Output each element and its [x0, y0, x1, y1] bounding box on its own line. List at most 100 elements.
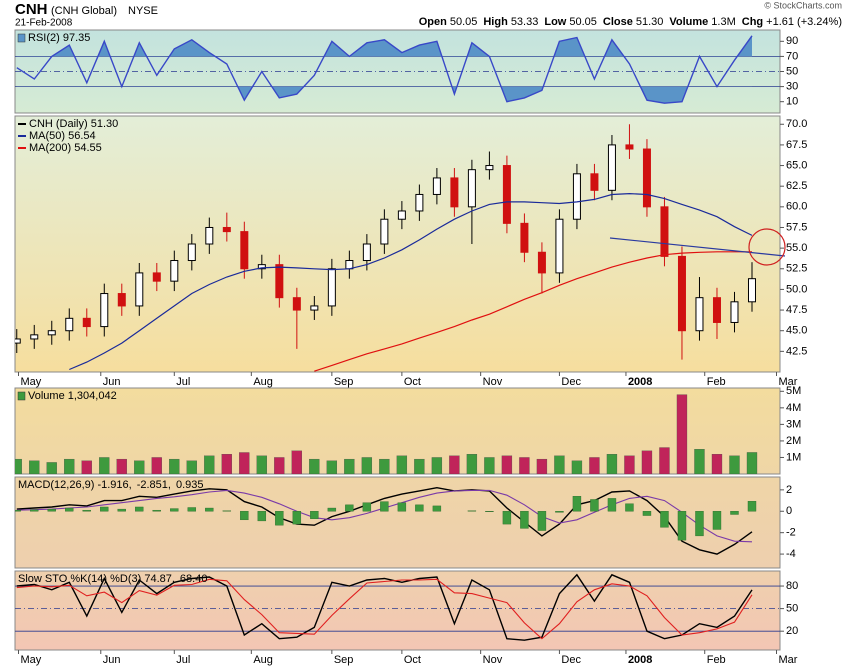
- quote-value: 50.05: [450, 16, 478, 28]
- quote-value: 1.3M: [711, 16, 735, 28]
- panel: 10 30 50 70 90 RSI(2) 97.35: [14, 29, 798, 114]
- volume-bar: [746, 452, 758, 474]
- series-line: [16, 578, 753, 640]
- plot-area: [15, 35, 780, 104]
- candle-body: [380, 218, 389, 245]
- y-tick-label: 70: [786, 50, 798, 62]
- candle-body: [590, 173, 599, 191]
- date: 21-Feb-2008: [15, 18, 73, 29]
- x-tick-label: Nov: [483, 376, 503, 388]
- y-tick-label: 20: [786, 625, 798, 637]
- histogram-bar: [677, 511, 687, 541]
- volume-bar: [414, 458, 425, 474]
- histogram-bar: [397, 502, 407, 512]
- histogram-bar: [485, 511, 494, 512]
- histogram-bar: [187, 507, 197, 512]
- series-line: [16, 35, 753, 104]
- candle-body: [695, 297, 704, 332]
- histogram-bar: [625, 503, 634, 512]
- panel: 20 50 80 May Jun Jul Aug Sep Oct Nov Dec 2008 Feb Mar…: [14, 570, 798, 666]
- histogram-bar: [275, 511, 284, 526]
- volume-bar: [396, 455, 408, 474]
- x-tick-label: Sep: [334, 654, 354, 666]
- candle-body: [135, 272, 144, 307]
- candle-body: [222, 226, 231, 233]
- x-tick-label: 2008: [628, 376, 652, 388]
- histogram-bar: [65, 507, 74, 512]
- overbought-fill: [51, 35, 752, 57]
- histogram-bar: [642, 511, 652, 516]
- histogram-bar: [695, 511, 704, 537]
- volume-bar: [711, 454, 723, 474]
- legend-swatch: [17, 33, 26, 43]
- legend-label: MACD(12,26,9) -1.916,: [18, 479, 132, 491]
- candle-body: [310, 305, 319, 311]
- volume-bar: [169, 458, 180, 474]
- volume-bar: [484, 457, 495, 474]
- candle-body: [100, 293, 109, 328]
- histogram-bar: [100, 506, 109, 512]
- volume-bar: [134, 460, 145, 474]
- candle-body: [537, 251, 546, 274]
- x-tick-label: Nov: [483, 654, 503, 666]
- candle-body: [170, 260, 179, 282]
- candle-body: [677, 255, 686, 332]
- volume-bar: [379, 458, 390, 474]
- candle-body: [397, 210, 406, 220]
- panels: 10 30 50 70 90 RSI(2) 97.35 42.5 45.0 47.5 50.0 52…: [14, 29, 807, 666]
- panel: 1M 2M 3M 4M 5M Volume 1,304,042: [14, 385, 801, 475]
- quote-value: 50.05: [569, 16, 597, 28]
- series-line: [16, 486, 753, 555]
- y-tick-label: 2: [786, 484, 792, 496]
- candle-body: [275, 264, 284, 299]
- candle-body: [660, 206, 669, 257]
- candle-body: [502, 165, 511, 224]
- quote-label: High: [483, 16, 508, 28]
- candle-body: [432, 177, 441, 195]
- x-tick-label: Mar: [778, 654, 797, 666]
- volume-bar: [274, 457, 285, 474]
- histogram-bar: [362, 502, 372, 512]
- candle-body: [117, 293, 126, 307]
- candle-body: [15, 338, 21, 344]
- legend-label: CNH (Daily) 51.30: [29, 118, 118, 130]
- volume-bar: [554, 455, 565, 474]
- volume-bar: [186, 460, 197, 474]
- x-tick-label: May: [21, 654, 42, 666]
- histogram-bar: [572, 496, 582, 512]
- volume-bar: [239, 452, 250, 474]
- candle-body: [187, 243, 196, 262]
- panel: 42.5 45.0 47.5 50.0 52.5 55.0 57.5 60.0 62.5 65.0…: [14, 115, 807, 388]
- histogram-bar: [310, 511, 319, 519]
- annotations: [609, 228, 786, 266]
- panel-background: [14, 570, 781, 651]
- plot-area: [15, 394, 758, 474]
- volume-bar: [151, 457, 162, 474]
- y-tick-label: 70.0: [786, 118, 807, 130]
- histogram-bar: [590, 499, 599, 512]
- histogram-bar: [240, 511, 249, 521]
- y-tick-label: 45.0: [786, 325, 807, 337]
- x-tick-label: Oct: [404, 654, 421, 666]
- histogram-bar: [135, 506, 144, 512]
- quote-label: Close: [603, 16, 633, 28]
- y-tick-label: 50.0: [786, 283, 807, 295]
- x-tick-label: Oct: [404, 376, 421, 388]
- quote-label: Chg: [742, 16, 763, 28]
- volume-bar: [204, 455, 215, 474]
- x-tick-label: May: [21, 376, 42, 388]
- x-tick-label: Feb: [707, 654, 726, 666]
- quote-value: +1.61 (+3.24%): [766, 16, 842, 28]
- volume-bar: [519, 457, 530, 474]
- histogram-bar: [345, 504, 354, 512]
- plot-area: [15, 486, 757, 555]
- histogram-bar: [432, 505, 442, 512]
- histogram-bar: [47, 508, 56, 512]
- histogram-bar: [607, 498, 617, 512]
- volume-bar: [81, 460, 92, 474]
- y-tick-label: 57.5: [786, 221, 807, 233]
- histogram-bar: [292, 511, 302, 525]
- x-tick-label: Jun: [103, 376, 121, 388]
